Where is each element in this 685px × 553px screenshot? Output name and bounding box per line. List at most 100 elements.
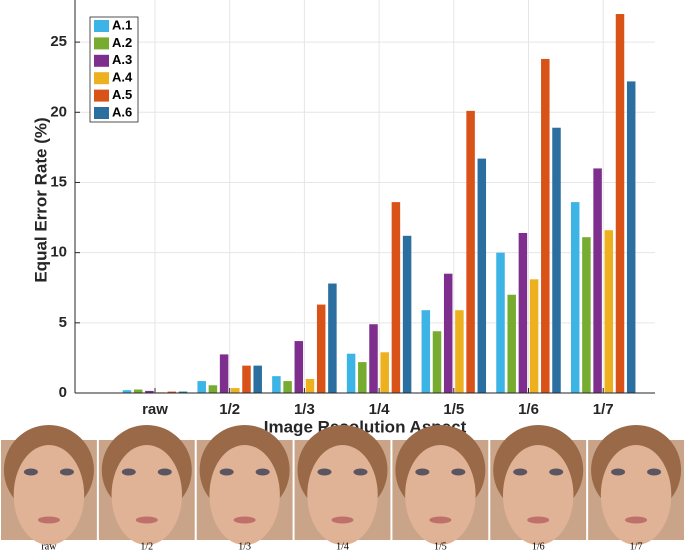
eye bbox=[157, 468, 172, 476]
face-thumbnail bbox=[294, 425, 391, 545]
mouth bbox=[37, 516, 60, 524]
bar bbox=[380, 352, 389, 393]
eye bbox=[353, 468, 368, 476]
bar bbox=[197, 381, 206, 393]
x-tick-label: 1/6 bbox=[518, 401, 539, 418]
bar bbox=[178, 391, 188, 393]
bar bbox=[167, 391, 177, 393]
legend-label: A.3 bbox=[112, 52, 132, 67]
bar bbox=[208, 385, 218, 393]
eye bbox=[611, 468, 626, 476]
bar bbox=[477, 158, 487, 393]
face-thumbnail bbox=[392, 425, 489, 545]
x-axis-label: Image Resolution Aspect bbox=[264, 417, 467, 436]
bar bbox=[358, 362, 367, 393]
image-label: 1/4 bbox=[336, 541, 349, 552]
bar bbox=[570, 202, 580, 393]
x-tick-label: 1/3 bbox=[294, 401, 315, 418]
bar bbox=[316, 304, 326, 393]
eye bbox=[415, 468, 430, 476]
bar bbox=[421, 310, 431, 393]
bar bbox=[432, 331, 442, 393]
bar bbox=[455, 310, 464, 393]
image-label: 1/2 bbox=[140, 541, 153, 552]
face bbox=[209, 445, 280, 545]
legend-label: A.5 bbox=[112, 87, 132, 102]
eye bbox=[121, 468, 136, 476]
bar bbox=[369, 324, 378, 393]
eye bbox=[451, 468, 466, 476]
face bbox=[307, 445, 378, 545]
mouth bbox=[625, 516, 648, 524]
legend-swatch bbox=[94, 89, 109, 102]
face-thumbnail bbox=[588, 425, 684, 545]
legend-label: A.2 bbox=[112, 35, 132, 50]
mouth bbox=[527, 516, 550, 524]
face-thumbnail bbox=[98, 425, 195, 545]
image-label: 1/7 bbox=[630, 541, 643, 552]
eye bbox=[59, 468, 74, 476]
legend-box bbox=[89, 16, 139, 123]
eye bbox=[219, 468, 234, 476]
y-tick-label: 25 bbox=[50, 33, 67, 50]
bar bbox=[242, 365, 251, 393]
y-tick-label: 0 bbox=[59, 384, 67, 401]
y-tick-label: 10 bbox=[50, 244, 67, 261]
bar bbox=[615, 14, 625, 394]
x-tick-label: 1/5 bbox=[443, 401, 464, 418]
mouth bbox=[331, 516, 354, 524]
legend-swatch bbox=[94, 37, 109, 50]
image-label: 1/5 bbox=[434, 541, 447, 552]
y-axis-label: Equal Error Rate (%) bbox=[31, 117, 50, 282]
bar bbox=[552, 127, 561, 393]
eye bbox=[513, 468, 528, 476]
bar bbox=[253, 365, 262, 393]
bar bbox=[391, 202, 401, 393]
y-tick-label: 15 bbox=[50, 173, 67, 190]
bar bbox=[122, 390, 132, 393]
bar bbox=[626, 81, 636, 394]
legend-swatch bbox=[94, 107, 109, 119]
bar bbox=[231, 388, 240, 393]
legend-swatch bbox=[94, 20, 109, 32]
face bbox=[600, 445, 672, 545]
x-tick-label: raw bbox=[142, 401, 168, 418]
bar bbox=[496, 252, 505, 393]
bar bbox=[507, 294, 516, 393]
bar bbox=[593, 168, 602, 393]
face bbox=[405, 445, 476, 545]
eye bbox=[647, 468, 662, 476]
bar bbox=[219, 354, 229, 393]
bar bbox=[529, 279, 539, 393]
image-label: raw bbox=[41, 541, 57, 552]
face bbox=[502, 445, 574, 545]
bar bbox=[283, 381, 292, 393]
y-tick-label: 5 bbox=[59, 314, 67, 331]
bar bbox=[328, 283, 337, 393]
x-tick-label: 1/4 bbox=[369, 401, 391, 418]
legend-label: A.1 bbox=[112, 17, 132, 32]
image-label: 1/6 bbox=[532, 541, 545, 552]
eye bbox=[317, 468, 332, 476]
bar bbox=[305, 378, 315, 393]
bar bbox=[541, 58, 550, 393]
mouth bbox=[233, 516, 256, 524]
eye bbox=[549, 468, 564, 476]
face bbox=[13, 445, 85, 545]
legend-label: A.6 bbox=[112, 104, 132, 119]
eye bbox=[255, 468, 270, 476]
legend-swatch bbox=[94, 54, 109, 67]
eye bbox=[23, 468, 38, 476]
x-tick-label: 1/7 bbox=[593, 401, 614, 418]
image-label: 1/3 bbox=[238, 541, 251, 552]
bar bbox=[402, 235, 412, 393]
plot-area bbox=[75, 0, 655, 393]
legend-label: A.4 bbox=[112, 70, 133, 85]
bar bbox=[133, 389, 143, 393]
bar bbox=[443, 273, 453, 393]
legend-swatch bbox=[94, 72, 109, 85]
face-thumbnail bbox=[1, 425, 97, 545]
bar bbox=[518, 232, 528, 393]
bar bbox=[294, 341, 304, 393]
